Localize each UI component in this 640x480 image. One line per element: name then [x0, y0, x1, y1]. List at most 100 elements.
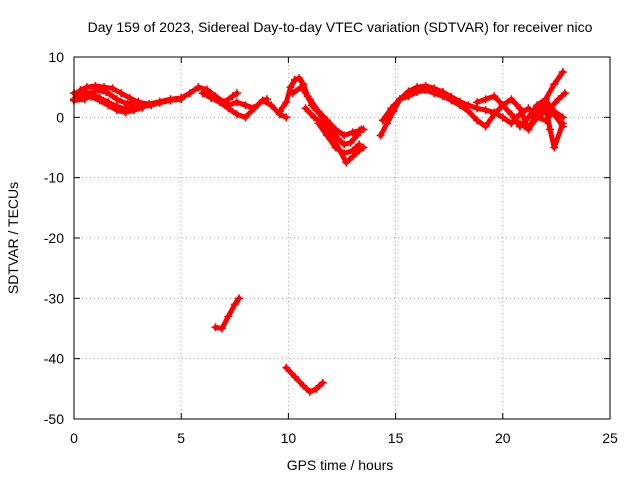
- data-point: [464, 107, 473, 116]
- data-point: [185, 89, 194, 98]
- data-point: [112, 106, 121, 115]
- data-point: [383, 119, 392, 128]
- data-point: [314, 107, 323, 116]
- x-tick-label: 0: [70, 430, 78, 446]
- data-point: [267, 101, 276, 110]
- data-point: [130, 106, 139, 115]
- x-tick-label: 25: [602, 430, 618, 446]
- chart-title: Day 159 of 2023, Sidereal Day-to-day VTE…: [88, 19, 593, 35]
- series-track-16: [515, 101, 567, 152]
- data-point: [134, 97, 143, 106]
- data-point: [314, 119, 323, 128]
- data-point: [560, 89, 569, 98]
- y-tick-label: -40: [44, 351, 64, 367]
- data-point: [177, 95, 186, 104]
- data-point: [305, 95, 314, 104]
- tick-labels: 0 5 10 15 20 25 -50 -40 -30 -20 -10 0 10: [44, 49, 618, 446]
- data-point: [207, 94, 216, 103]
- data-point: [194, 83, 203, 92]
- series-line: [290, 84, 366, 138]
- data-point: [123, 100, 132, 109]
- data-point: [558, 119, 567, 128]
- data-point: [473, 116, 482, 125]
- data-point: [104, 101, 113, 110]
- series-track-6: [224, 95, 271, 113]
- data-point: [340, 131, 349, 140]
- data-point: [282, 113, 291, 122]
- data-point: [155, 98, 164, 107]
- data-point: [404, 92, 413, 101]
- data-point: [282, 98, 291, 107]
- data-point: [524, 125, 533, 134]
- data-point: [310, 113, 319, 122]
- data-point: [241, 113, 250, 122]
- y-tick-label: 10: [48, 49, 64, 65]
- data-point: [455, 101, 464, 110]
- plot-frame: [73, 56, 611, 420]
- data-point: [211, 323, 220, 332]
- data-point: [447, 96, 456, 105]
- data-point: [376, 131, 385, 140]
- data-point: [438, 92, 447, 101]
- data-point: [533, 107, 542, 116]
- data-point: [290, 372, 299, 381]
- data-point: [125, 94, 134, 103]
- data-point: [342, 158, 351, 167]
- data-point: [507, 119, 516, 128]
- data-point: [312, 384, 321, 393]
- x-axis-label: GPS time / hours: [287, 457, 394, 473]
- series-track-8: [288, 83, 368, 140]
- series-line: [380, 87, 566, 129]
- data-point: [346, 138, 355, 147]
- data-point: [235, 294, 244, 303]
- data-point: [95, 96, 104, 105]
- series-line: [315, 120, 362, 157]
- data-point: [430, 89, 439, 98]
- data-point: [230, 300, 239, 309]
- data-point: [166, 96, 175, 105]
- data-point: [295, 74, 304, 83]
- data-point: [198, 89, 207, 98]
- data-point: [490, 92, 499, 101]
- data-point: [524, 104, 533, 113]
- data-point: [378, 116, 387, 125]
- data-point: [355, 126, 364, 135]
- series-line: [538, 90, 568, 117]
- data-point: [290, 75, 299, 84]
- data-point: [108, 84, 117, 93]
- data-point: [490, 110, 499, 119]
- data-point: [550, 80, 559, 89]
- data-point: [102, 87, 111, 96]
- data-point: [286, 83, 295, 92]
- data-point: [282, 363, 291, 372]
- data-point: [359, 143, 368, 152]
- series-track-17: [537, 89, 569, 119]
- data-point: [498, 101, 507, 110]
- y-tick-label: -20: [44, 230, 64, 246]
- data-point: [262, 95, 271, 104]
- data-point: [228, 92, 237, 101]
- data-point: [241, 101, 250, 110]
- series-track-12: [282, 363, 327, 396]
- data-point: [288, 89, 297, 98]
- series-line: [283, 365, 326, 395]
- data-point: [112, 95, 121, 104]
- data-point: [481, 122, 490, 131]
- data-point: [232, 110, 241, 119]
- y-tick-label: -10: [44, 170, 64, 186]
- data-point: [355, 140, 364, 149]
- data-point: [348, 146, 357, 155]
- data-point: [250, 104, 259, 113]
- data-point: [554, 95, 563, 104]
- y-tick-label: -50: [44, 411, 64, 427]
- data-point: [421, 86, 430, 95]
- y-tick-label: -30: [44, 290, 64, 306]
- data-point: [359, 125, 368, 134]
- data-point: [318, 378, 327, 387]
- series-track-11: [211, 294, 244, 333]
- data-point: [545, 125, 554, 134]
- data-point: [91, 86, 100, 95]
- data-point: [340, 149, 349, 158]
- data-point: [331, 143, 340, 152]
